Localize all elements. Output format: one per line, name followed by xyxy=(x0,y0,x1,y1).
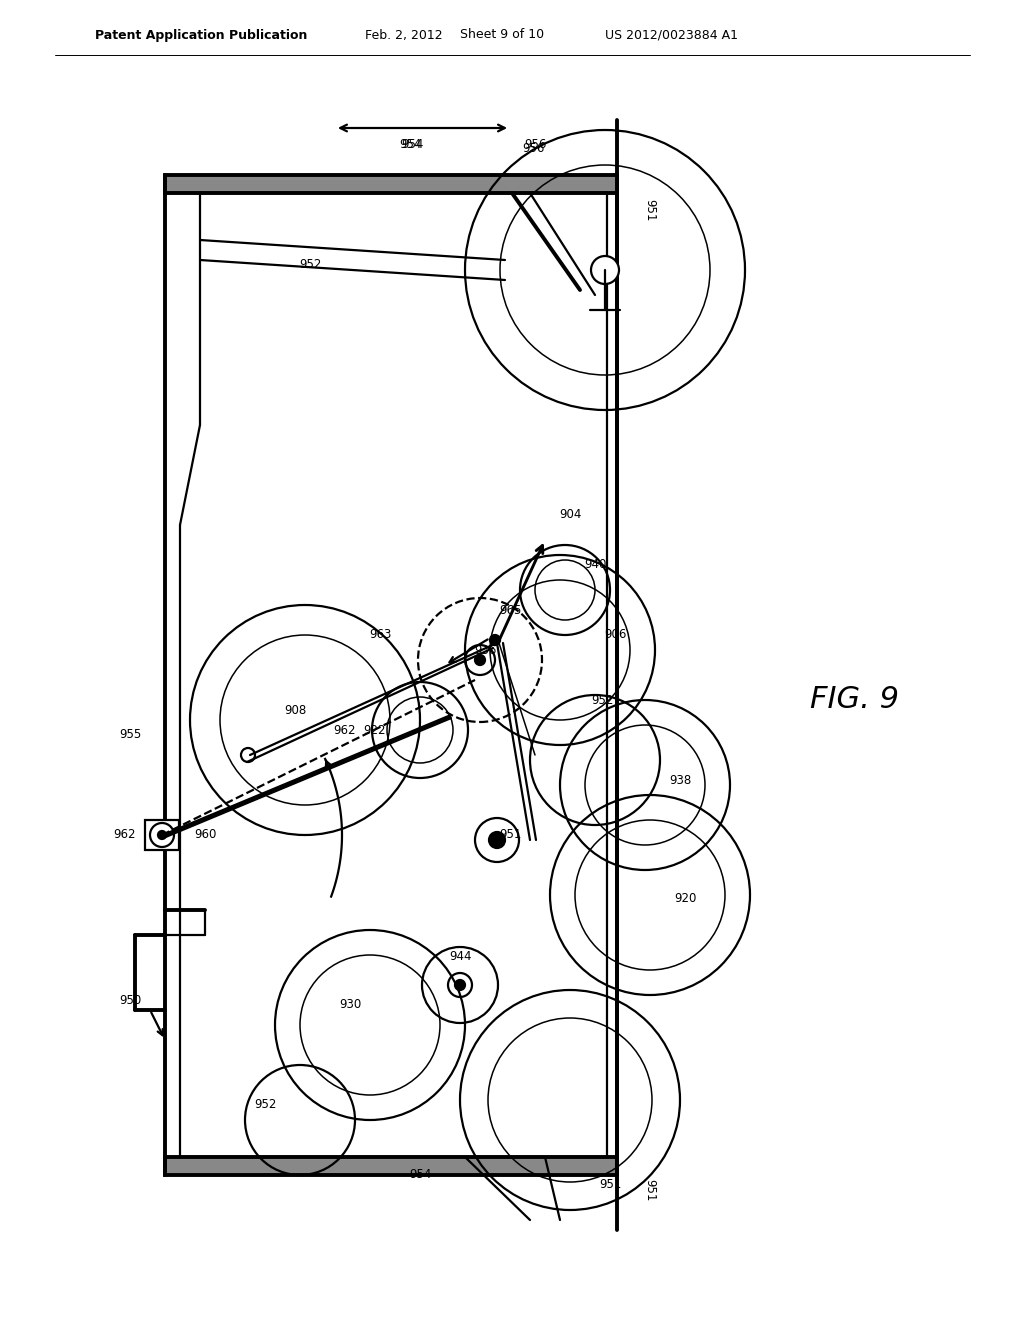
Text: 952: 952 xyxy=(299,259,322,272)
Text: 944: 944 xyxy=(449,950,471,964)
Circle shape xyxy=(490,635,500,645)
Bar xyxy=(165,176,617,193)
Text: 906: 906 xyxy=(604,628,627,642)
Text: 954: 954 xyxy=(398,139,421,152)
Text: 922: 922 xyxy=(364,723,386,737)
Text: 954: 954 xyxy=(409,1168,431,1181)
Text: Feb. 2, 2012: Feb. 2, 2012 xyxy=(365,29,442,41)
Circle shape xyxy=(475,655,485,665)
Text: 956: 956 xyxy=(522,141,544,154)
Text: 962: 962 xyxy=(334,723,356,737)
Bar xyxy=(165,1158,617,1175)
Circle shape xyxy=(591,256,618,284)
Text: 938: 938 xyxy=(669,774,691,787)
Text: FIG. 9: FIG. 9 xyxy=(811,685,899,714)
Text: 951: 951 xyxy=(643,199,656,222)
Text: 908: 908 xyxy=(284,704,306,717)
Text: 951: 951 xyxy=(643,1179,656,1201)
Text: 940: 940 xyxy=(584,558,606,572)
Text: 920: 920 xyxy=(674,891,696,904)
Text: 955: 955 xyxy=(119,729,141,742)
Circle shape xyxy=(241,748,255,762)
Text: 951: 951 xyxy=(499,829,521,842)
Text: US 2012/0023884 A1: US 2012/0023884 A1 xyxy=(605,29,738,41)
Text: 960: 960 xyxy=(194,829,216,842)
Text: 950: 950 xyxy=(119,994,141,1006)
Text: 965: 965 xyxy=(499,603,521,616)
Text: 954: 954 xyxy=(400,139,423,152)
Text: 930: 930 xyxy=(339,998,361,1011)
Text: 952: 952 xyxy=(591,693,613,706)
Circle shape xyxy=(475,818,519,862)
Text: 963: 963 xyxy=(369,628,391,642)
Circle shape xyxy=(489,832,505,847)
Text: 962: 962 xyxy=(114,829,136,842)
Circle shape xyxy=(455,979,465,990)
Text: 951: 951 xyxy=(599,1179,622,1192)
Circle shape xyxy=(158,832,166,840)
Circle shape xyxy=(449,973,472,997)
Text: 952: 952 xyxy=(254,1098,276,1111)
Text: 956: 956 xyxy=(524,139,546,152)
Text: 936: 936 xyxy=(474,644,497,656)
Text: 904: 904 xyxy=(559,508,582,521)
Bar xyxy=(145,820,179,850)
Circle shape xyxy=(150,822,174,847)
Text: Sheet 9 of 10: Sheet 9 of 10 xyxy=(460,29,544,41)
Text: Patent Application Publication: Patent Application Publication xyxy=(95,29,307,41)
Circle shape xyxy=(465,645,495,675)
